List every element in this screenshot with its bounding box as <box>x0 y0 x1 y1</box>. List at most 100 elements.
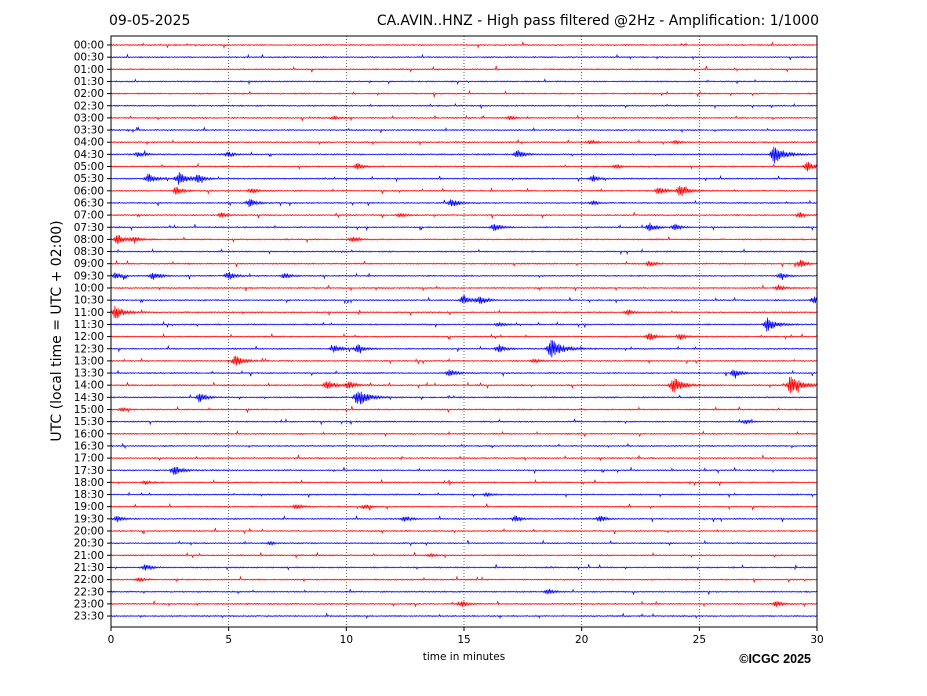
y-tick-label: 22:30 <box>74 586 104 598</box>
y-tick-label: 14:00 <box>74 380 104 392</box>
y-tick-label: 02:00 <box>74 88 104 100</box>
y-tick-label: 05:30 <box>74 173 104 185</box>
trace-line <box>110 514 818 523</box>
trace-line <box>110 551 818 559</box>
trace-line <box>110 271 818 281</box>
trace-line <box>110 339 818 358</box>
trace-line <box>110 417 818 426</box>
trace-line <box>110 172 818 185</box>
trace-line <box>110 369 818 379</box>
trace-line <box>110 138 818 146</box>
y-tick-label: 09:30 <box>74 270 104 282</box>
trace-line <box>110 332 818 341</box>
trace-line <box>110 295 818 305</box>
y-tick-label: 14:30 <box>74 392 104 404</box>
y-tick-label: 06:00 <box>74 185 104 197</box>
trace-line <box>110 185 818 197</box>
y-tick-label: 11:30 <box>74 319 104 331</box>
y-tick-label: 08:30 <box>74 246 104 258</box>
trace-line <box>110 454 818 462</box>
trace-line <box>110 89 818 98</box>
y-tick-label: 22:00 <box>74 574 104 586</box>
y-tick-label: 03:30 <box>74 125 104 137</box>
trace-line <box>110 53 818 61</box>
y-tick-label: 13:00 <box>74 355 104 367</box>
y-tick-label: 18:30 <box>74 489 104 501</box>
y-tick-label: 04:30 <box>74 149 104 161</box>
y-tick-label: 00:00 <box>74 40 104 52</box>
vertical-gridlines <box>228 36 700 627</box>
trace-line <box>110 198 818 208</box>
y-tick-label: 19:30 <box>74 513 104 525</box>
trace-line <box>110 612 818 620</box>
trace-line <box>110 41 818 49</box>
y-tick-label: 08:00 <box>74 234 104 246</box>
trace-line <box>110 317 818 332</box>
y-tick-label: 06:30 <box>74 197 104 209</box>
y-tick-label: 23:30 <box>74 611 104 623</box>
x-tick-label: 30 <box>810 634 823 646</box>
trace-line <box>110 248 818 256</box>
trace-line <box>110 563 818 571</box>
y-axis-label: UTC (local time = UTC + 02:00) <box>49 220 65 441</box>
y-tick-label: 09:00 <box>74 258 104 270</box>
trace-line <box>110 391 818 405</box>
y-tick-label: 20:30 <box>74 538 104 550</box>
trace-line <box>110 222 818 232</box>
x-axis-minute-ticks: 0 5 10 15 20 25 30 <box>108 627 824 646</box>
y-tick-label: 04:00 <box>74 137 104 149</box>
y-tick-label: 17:00 <box>74 453 104 465</box>
x-tick-label: 0 <box>108 634 115 646</box>
x-tick-label: 5 <box>225 634 232 646</box>
y-tick-label: 15:00 <box>74 404 104 416</box>
y-tick-label: 19:00 <box>74 501 104 513</box>
trace-line <box>110 442 818 450</box>
y-tick-label: 10:30 <box>74 295 104 307</box>
date-label: 09-05-2025 <box>109 13 190 29</box>
y-tick-label: 12:00 <box>74 331 104 343</box>
trace-line <box>110 466 818 475</box>
trace-line <box>110 161 818 172</box>
y-tick-label: 23:00 <box>74 598 104 610</box>
trace-line <box>110 78 818 86</box>
y-tick-label: 16:00 <box>74 428 104 440</box>
trace-line <box>110 600 818 608</box>
trace-line <box>110 405 818 413</box>
trace-line <box>110 355 818 366</box>
trace-line <box>110 575 818 583</box>
y-tick-label: 11:00 <box>74 307 104 319</box>
y-tick-label: 01:30 <box>74 76 104 88</box>
y-tick-label: 13:30 <box>74 368 104 380</box>
y-tick-label: 03:00 <box>74 112 104 124</box>
trace-line <box>110 212 818 219</box>
trace-line <box>110 65 818 73</box>
trace-line <box>110 284 818 292</box>
seismic-traces <box>110 41 818 620</box>
chart-title: CA.AVIN..HNZ - High pass filtered @2Hz -… <box>377 13 819 29</box>
y-tick-label: 07:00 <box>74 210 104 222</box>
y-tick-label: 15:30 <box>74 416 104 428</box>
y-tick-label: 01:00 <box>74 64 104 76</box>
trace-line <box>110 146 818 164</box>
trace-line <box>110 588 818 596</box>
trace-line <box>110 114 818 122</box>
y-tick-label: 21:30 <box>74 562 104 574</box>
trace-line <box>110 305 818 319</box>
y-tick-label: 20:00 <box>74 526 104 538</box>
x-tick-label: 25 <box>693 634 706 646</box>
x-tick-label: 15 <box>457 634 470 646</box>
y-tick-label: 02:30 <box>74 100 104 112</box>
trace-line <box>110 527 818 535</box>
trace-line <box>110 478 818 486</box>
y-tick-label: 12:30 <box>74 343 104 355</box>
trace-line <box>110 102 818 110</box>
y-tick-label: 21:00 <box>74 550 104 562</box>
trace-line <box>110 491 818 499</box>
y-tick-label: 16:30 <box>74 440 104 452</box>
trace-line <box>110 539 818 547</box>
y-tick-label: 10:00 <box>74 283 104 295</box>
x-tick-label: 10 <box>340 634 353 646</box>
trace-line <box>110 376 818 394</box>
trace-line <box>110 235 818 244</box>
trace-line <box>110 429 818 438</box>
